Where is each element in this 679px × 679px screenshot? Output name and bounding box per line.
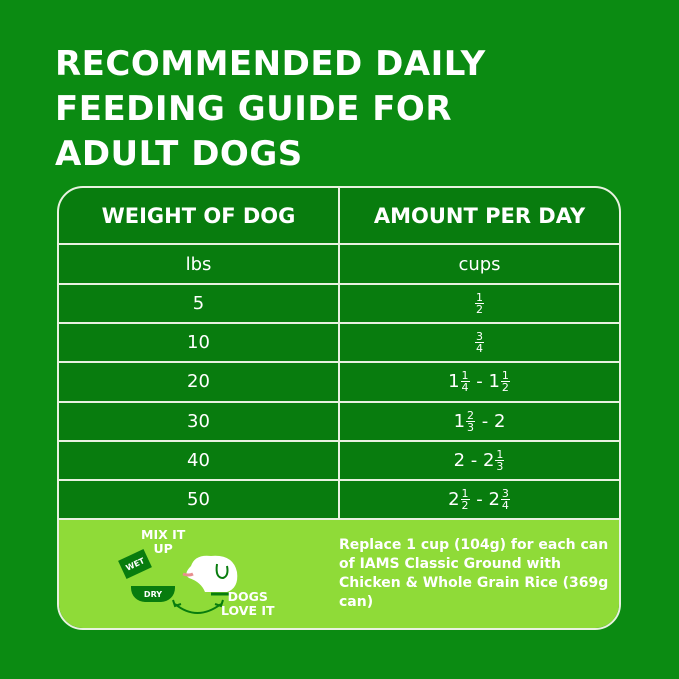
weight-cell: 50 — [59, 481, 340, 519]
amount-text: - 1 — [470, 371, 500, 393]
title-line: RECOMMENDED DAILY — [55, 44, 486, 84]
mixing-panel: MIX IT UP WET DRY DOGS LOVE IT Replace 1 c… — [59, 520, 619, 628]
weight-cell: 30 — [59, 402, 340, 440]
weight-cell: 20 — [59, 363, 340, 401]
page-title: RECOMMENDED DAILY FEEDING GUIDE FOR ADUL… — [55, 42, 486, 177]
dry-bowl-icon: DRY — [131, 586, 175, 602]
weight-cell: 5 — [59, 285, 340, 323]
units-row: lbs cups — [59, 245, 619, 285]
table-header: WEIGHT OF DOG AMOUNT PER DAY — [59, 188, 619, 245]
amount-text: 1 — [453, 410, 466, 432]
weight-cell: 10 — [59, 324, 340, 362]
replacement-note: Replace 1 cup (104g) for each can of IAM… — [339, 537, 609, 610]
title-line: ADULT DOGS — [55, 134, 303, 174]
amount-text: - 2 — [470, 489, 500, 511]
unit-weight: lbs — [59, 245, 340, 283]
amount-text: - 2 — [476, 410, 506, 432]
unit-amount: cups — [458, 253, 501, 275]
weight-cell: 40 — [59, 441, 340, 479]
table-row: 30 1 2 3 - 2 — [59, 402, 619, 442]
amount-text: 2 - 2 — [453, 449, 495, 471]
amount-text: 1 — [448, 371, 460, 393]
header-amount: AMOUNT PER DAY — [373, 203, 586, 228]
amount-text: 2 — [448, 489, 460, 511]
dog-head-icon — [182, 555, 238, 596]
table-row: 10 3 4 — [59, 324, 619, 364]
mix-illustration: MIX IT UP WET DRY DOGS LOVE IT — [109, 524, 339, 624]
mix-it-up-label: MIX IT UP — [141, 527, 186, 556]
header-weight: WEIGHT OF DOG — [59, 188, 340, 243]
dogs-love-it-label: DOGS LOVE IT — [221, 589, 275, 618]
cycle-arrow-icon — [172, 599, 224, 614]
title-line: FEEDING GUIDE FOR — [55, 89, 453, 129]
